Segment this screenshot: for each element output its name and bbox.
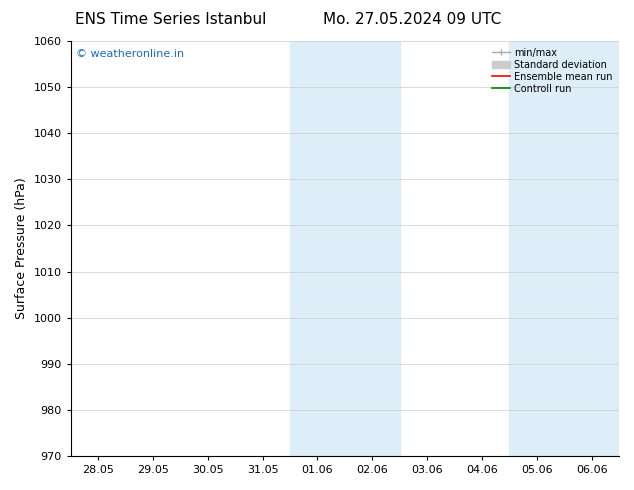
Text: © weatheronline.in: © weatheronline.in — [76, 49, 184, 59]
Y-axis label: Surface Pressure (hPa): Surface Pressure (hPa) — [15, 178, 28, 319]
Legend: min/max, Standard deviation, Ensemble mean run, Controll run: min/max, Standard deviation, Ensemble me… — [490, 46, 614, 96]
Bar — [509, 41, 619, 456]
Text: Mo. 27.05.2024 09 UTC: Mo. 27.05.2024 09 UTC — [323, 12, 501, 27]
Text: ENS Time Series Istanbul: ENS Time Series Istanbul — [75, 12, 267, 27]
Bar — [290, 41, 399, 456]
